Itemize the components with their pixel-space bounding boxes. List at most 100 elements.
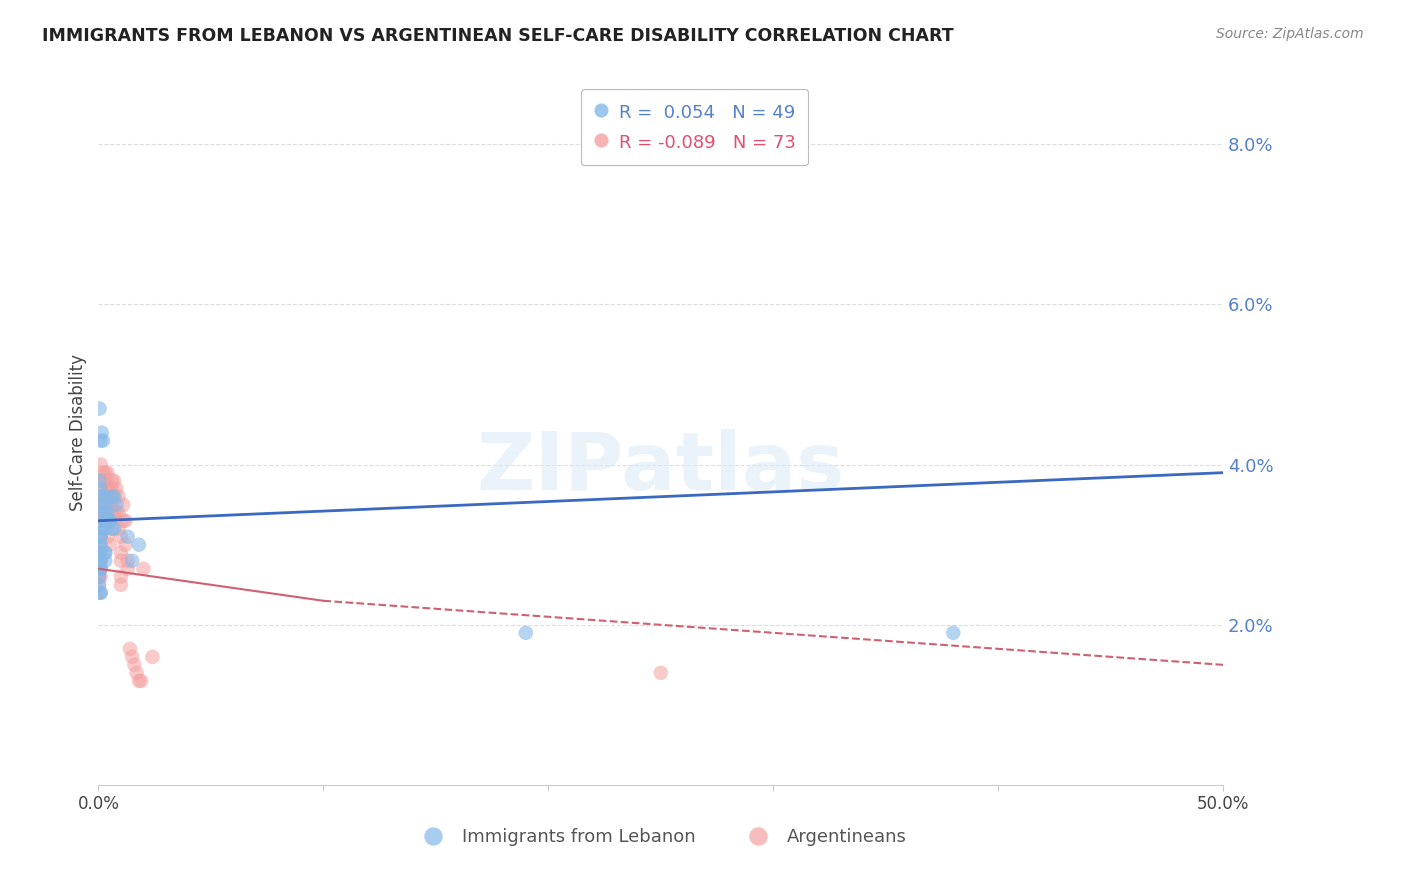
Point — [90, 530, 112, 544]
Point — [107, 506, 129, 520]
Point — [91, 490, 114, 504]
Point — [91, 434, 114, 448]
Point — [110, 578, 132, 592]
Point — [94, 514, 117, 528]
Point — [650, 665, 672, 680]
Point — [98, 498, 121, 512]
Point — [112, 498, 135, 512]
Point — [90, 586, 112, 600]
Point — [90, 490, 112, 504]
Point — [91, 522, 114, 536]
Point — [87, 570, 110, 584]
Point — [90, 498, 112, 512]
Point — [96, 506, 118, 520]
Point — [90, 562, 112, 576]
Point — [94, 506, 117, 520]
Point — [94, 546, 117, 560]
Point — [94, 554, 117, 568]
Point — [101, 482, 124, 496]
Point — [94, 546, 117, 560]
Point — [114, 538, 136, 552]
Point — [101, 490, 124, 504]
Point — [90, 482, 112, 496]
Point — [94, 522, 117, 536]
Point — [114, 514, 136, 528]
Point — [87, 578, 110, 592]
Point — [87, 570, 110, 584]
Point — [103, 490, 125, 504]
Point — [94, 498, 117, 512]
Point — [91, 466, 114, 480]
Point — [90, 538, 112, 552]
Point — [90, 482, 112, 496]
Point — [103, 474, 125, 488]
Point — [98, 514, 121, 528]
Point — [101, 506, 124, 520]
Point — [90, 538, 112, 552]
Point — [87, 586, 110, 600]
Text: ZIPatlas: ZIPatlas — [477, 429, 845, 507]
Point — [98, 538, 121, 552]
Point — [87, 546, 110, 560]
Point — [89, 401, 111, 416]
Point — [101, 474, 124, 488]
Point — [90, 562, 112, 576]
Point — [90, 522, 112, 536]
Point — [94, 490, 117, 504]
Point — [121, 649, 143, 664]
Point — [515, 625, 537, 640]
Point — [87, 554, 110, 568]
Point — [96, 514, 118, 528]
Point — [94, 466, 117, 480]
Point — [110, 530, 132, 544]
Point — [90, 562, 112, 576]
Legend: Immigrants from Lebanon, Argentineans: Immigrants from Lebanon, Argentineans — [408, 821, 914, 854]
Point — [90, 490, 112, 504]
Point — [96, 482, 118, 496]
Point — [94, 490, 117, 504]
Point — [98, 514, 121, 528]
Point — [91, 506, 114, 520]
Point — [91, 498, 114, 512]
Point — [98, 482, 121, 496]
Point — [118, 641, 141, 656]
Point — [105, 506, 128, 520]
Point — [89, 474, 111, 488]
Point — [117, 562, 139, 576]
Point — [96, 514, 118, 528]
Point — [96, 530, 118, 544]
Point — [117, 554, 139, 568]
Point — [96, 498, 118, 512]
Point — [90, 530, 112, 544]
Point — [128, 673, 150, 688]
Point — [121, 554, 143, 568]
Point — [125, 665, 148, 680]
Point — [101, 490, 124, 504]
Point — [90, 434, 112, 448]
Point — [103, 522, 125, 536]
Point — [90, 554, 112, 568]
Point — [87, 546, 110, 560]
Point — [90, 554, 112, 568]
Point — [103, 490, 125, 504]
Point — [87, 570, 110, 584]
Point — [110, 554, 132, 568]
Point — [96, 514, 118, 528]
Point — [110, 570, 132, 584]
Point — [103, 506, 125, 520]
Point — [90, 498, 112, 512]
Point — [117, 530, 139, 544]
Point — [105, 482, 128, 496]
Point — [101, 498, 124, 512]
Point — [87, 538, 110, 552]
Point — [112, 514, 135, 528]
Point — [129, 673, 152, 688]
Point — [90, 530, 112, 544]
Text: Source: ZipAtlas.com: Source: ZipAtlas.com — [1216, 27, 1364, 41]
Point — [94, 474, 117, 488]
Point — [124, 657, 146, 672]
Point — [91, 498, 114, 512]
Point — [87, 554, 110, 568]
Point — [90, 586, 112, 600]
Point — [87, 562, 110, 576]
